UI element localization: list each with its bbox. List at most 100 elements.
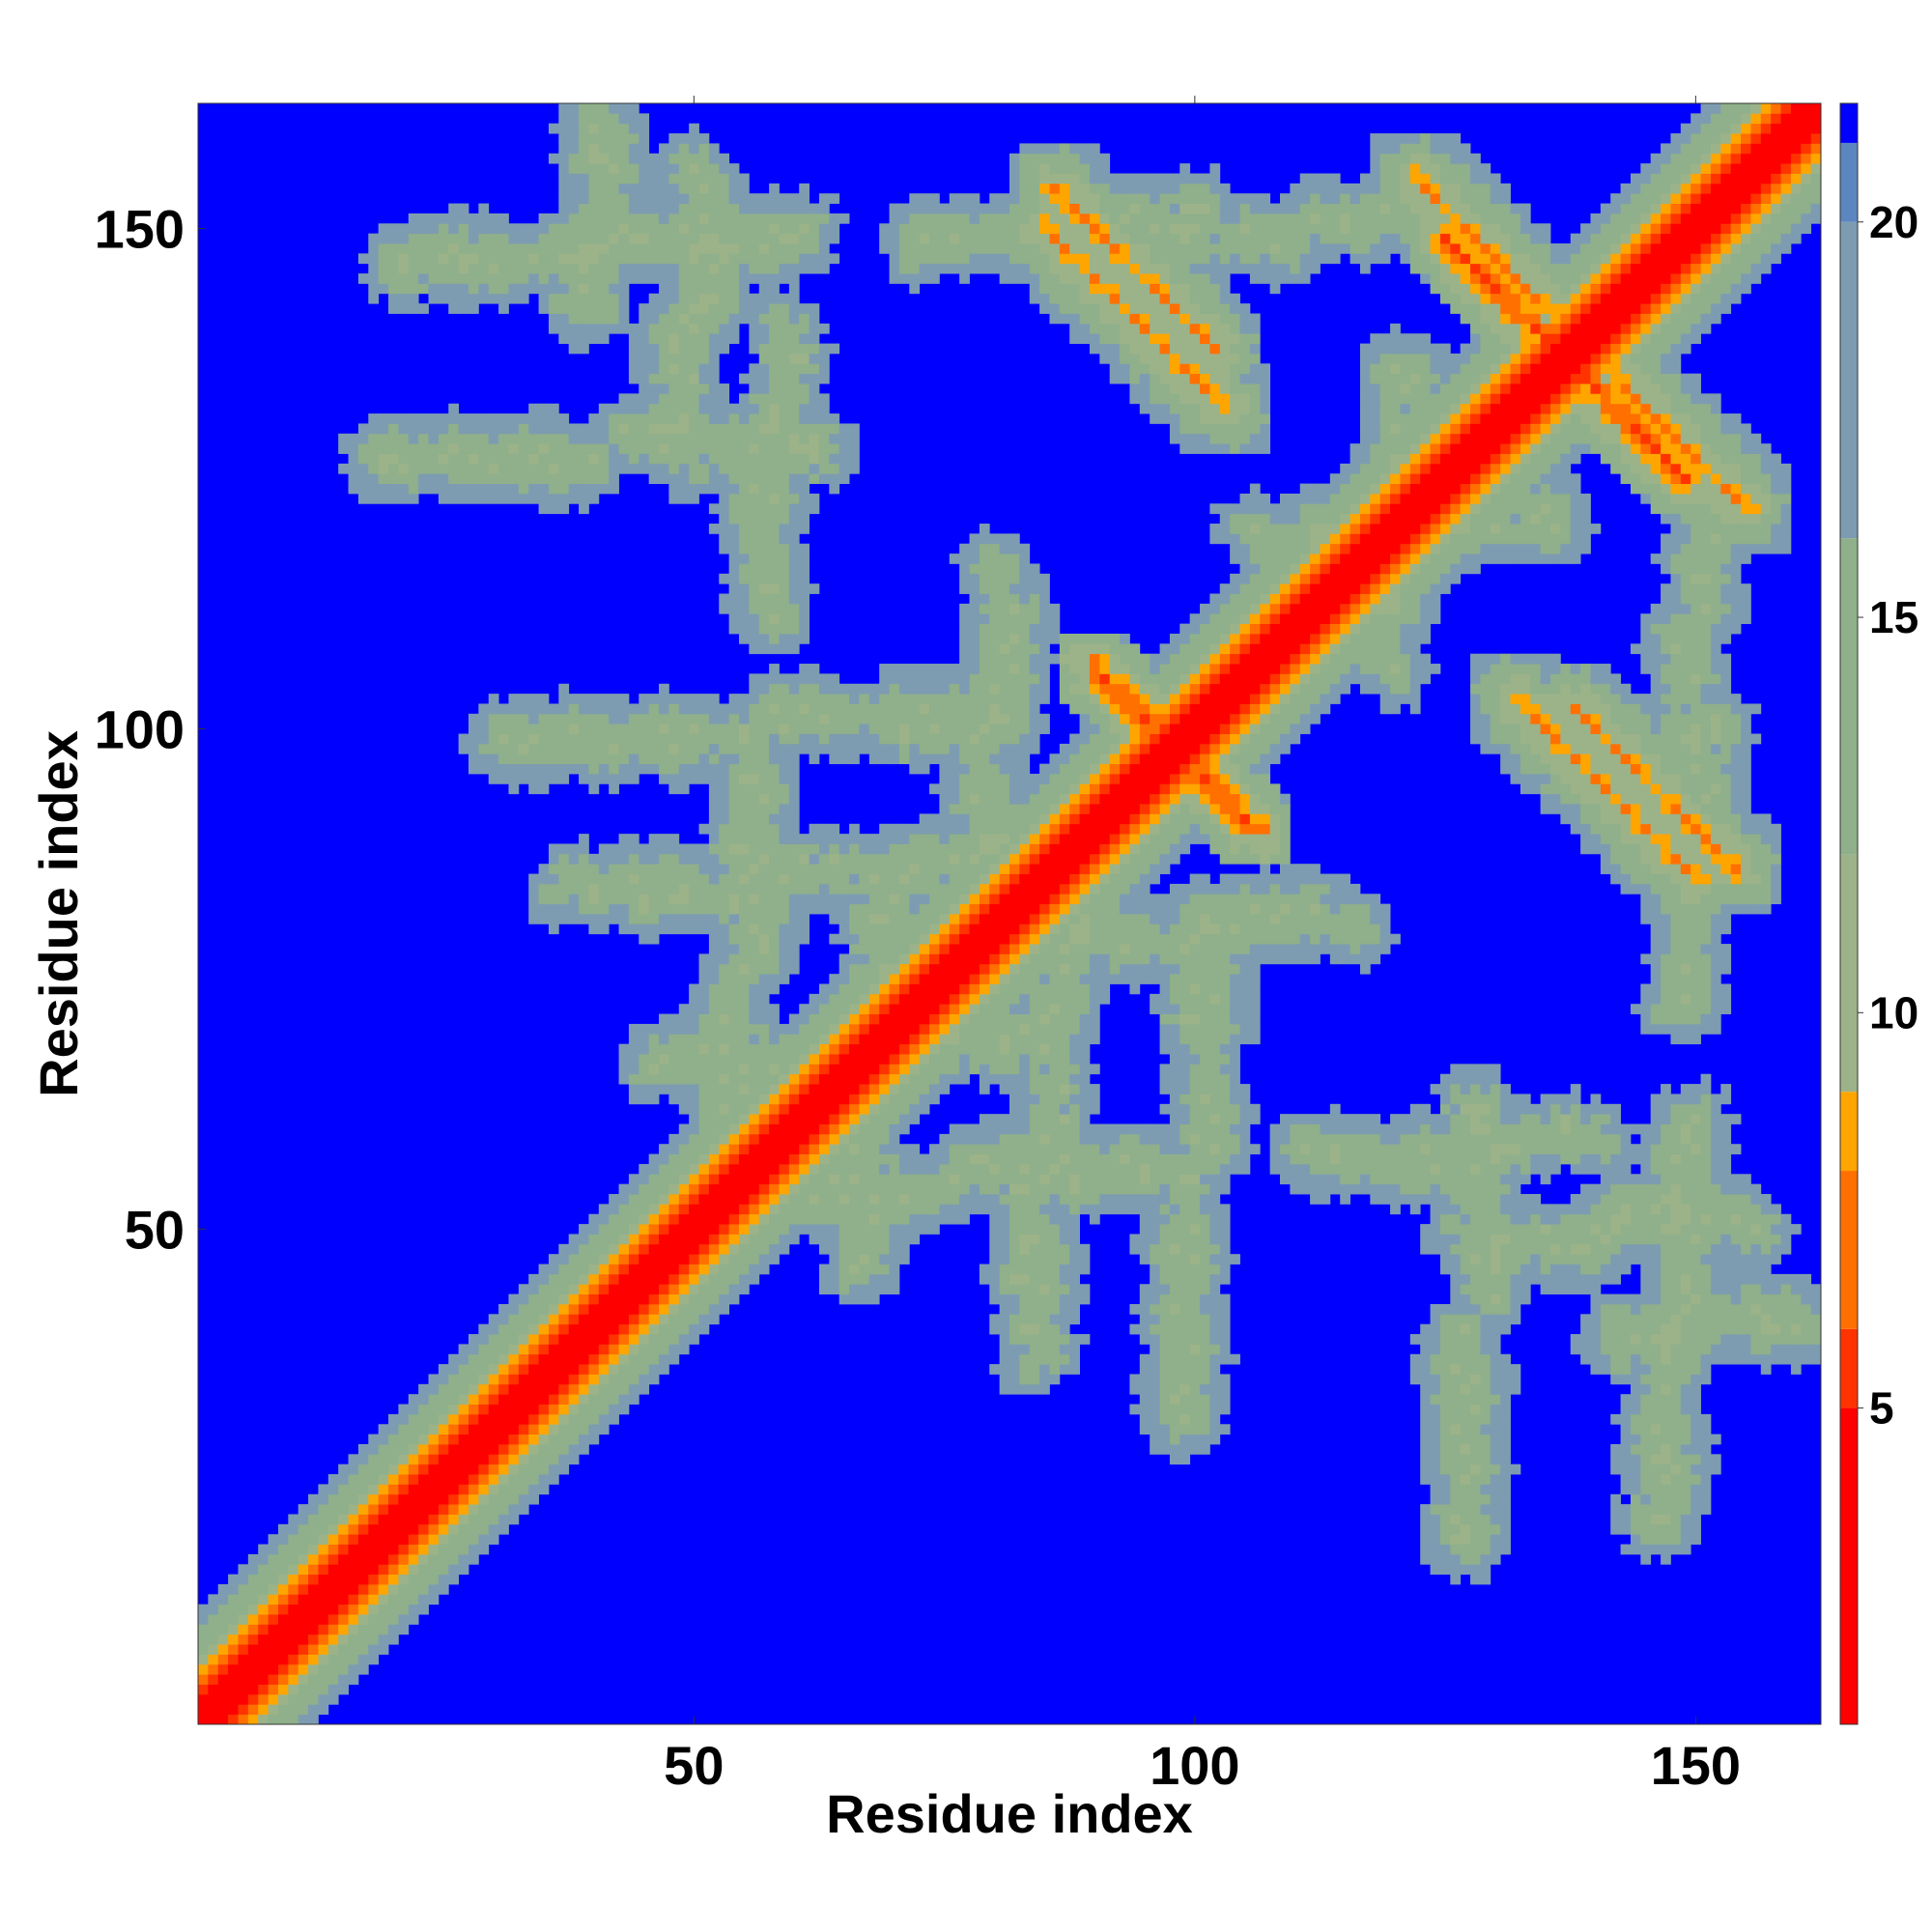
heatmap-cell [1009, 643, 1020, 655]
heatmap-cell [1019, 603, 1031, 614]
heatmap-cell [728, 1043, 740, 1055]
heatmap-cell [1009, 1064, 1020, 1075]
heatmap-cell [318, 1523, 329, 1535]
heatmap-cell [659, 1034, 669, 1045]
heatmap-cell [478, 1413, 490, 1425]
heatmap-cell [949, 813, 960, 825]
heatmap-cell [989, 763, 1001, 775]
heatmap-cell [678, 1323, 690, 1335]
heatmap-cell [458, 213, 469, 224]
heatmap-cell [799, 413, 810, 424]
heatmap-cell [568, 1413, 580, 1425]
heatmap-cell [648, 213, 660, 224]
heatmap-cell [909, 1103, 921, 1115]
heatmap-cell [829, 914, 840, 924]
heatmap-cell [668, 253, 680, 265]
heatmap-cell [668, 1204, 680, 1215]
heatmap-cell [609, 193, 619, 204]
heatmap-cell [1009, 1073, 1020, 1085]
heatmap-cell [648, 163, 660, 174]
heatmap-cell [779, 1064, 790, 1075]
heatmap-cell [208, 1704, 219, 1716]
heatmap-cell [739, 293, 750, 304]
heatmap-cell [1009, 1303, 1020, 1315]
heatmap-cell [1009, 573, 1020, 584]
heatmap-cell [779, 473, 790, 485]
heatmap-cell [648, 293, 660, 304]
heatmap-cell [478, 1404, 490, 1415]
heatmap-cell [818, 233, 830, 244]
heatmap-cell [879, 903, 890, 915]
heatmap-cell [868, 1243, 880, 1255]
heatmap-cell [1019, 203, 1031, 214]
heatmap-cell [769, 933, 780, 945]
heatmap-cell [1019, 713, 1031, 724]
heatmap-cell [648, 153, 660, 164]
heatmap-cell [668, 433, 680, 444]
heatmap-cell [868, 703, 880, 715]
heatmap-cell [728, 1224, 740, 1235]
heatmap-cell [1019, 153, 1031, 164]
heatmap-cell [318, 1624, 329, 1635]
heatmap-cell [868, 1174, 880, 1185]
heatmap-cell [979, 683, 990, 695]
heatmap-cell [949, 944, 960, 954]
heatmap-cell [368, 1604, 380, 1615]
heatmap-cell [498, 1314, 509, 1325]
heatmap-cell [979, 524, 990, 534]
heatmap-cell [327, 1504, 339, 1515]
heatmap-cell [979, 713, 990, 724]
heatmap-cell [588, 1303, 600, 1315]
heatmap-cell [779, 503, 790, 515]
heatmap-cell [448, 1544, 460, 1555]
heatmap-cell [889, 1273, 900, 1285]
heatmap-cell [758, 613, 770, 625]
heatmap-cell [198, 1614, 209, 1625]
heatmap-cell [1019, 673, 1031, 685]
heatmap-cell [779, 403, 790, 414]
heatmap-cell [999, 543, 1010, 554]
heatmap-cell [639, 864, 650, 874]
heatmap-cell [889, 233, 900, 244]
heatmap-cell [588, 283, 600, 295]
heatmap-cell [779, 963, 790, 975]
heatmap-cell [919, 813, 930, 825]
heatmap-cell [498, 1334, 509, 1345]
heatmap-cell [689, 1314, 699, 1325]
heatmap-cell [719, 1004, 730, 1014]
heatmap-cell [428, 1443, 440, 1455]
heatmap-cell [849, 753, 860, 765]
heatmap-cell [949, 213, 960, 224]
heatmap-cell [909, 1064, 921, 1075]
heatmap-cell [739, 944, 750, 954]
heatmap-cell [719, 1103, 730, 1115]
heatmap-cell [788, 963, 800, 975]
heatmap-cell [719, 243, 730, 254]
heatmap-cell [357, 1624, 369, 1635]
heatmap-cell [949, 894, 960, 905]
heatmap-cell [308, 1514, 319, 1525]
heatmap-cell [368, 1474, 380, 1485]
heatmap-cell [909, 1084, 921, 1094]
heatmap-cell [769, 343, 780, 355]
heatmap-cell [408, 1484, 419, 1495]
heatmap-cell [779, 1084, 790, 1094]
heatmap-cell [868, 1213, 880, 1225]
heatmap-cell [889, 1094, 900, 1105]
heatmap-cell [739, 1273, 750, 1285]
heatmap-cell [838, 894, 850, 905]
heatmap-cell [579, 894, 589, 905]
heatmap-cell [818, 433, 830, 444]
heatmap-cell [959, 944, 970, 954]
heatmap-cell [959, 843, 970, 855]
heatmap-cell [728, 303, 740, 314]
heatmap-cell [428, 1544, 440, 1555]
heatmap-cell [959, 1163, 970, 1175]
heatmap-cell [469, 1394, 479, 1405]
heatmap-cell [618, 273, 630, 284]
heatmap-cell [769, 683, 780, 695]
heatmap-cell [929, 1183, 940, 1195]
heatmap-cell [909, 1224, 921, 1235]
heatmap-cell [1009, 653, 1020, 665]
heatmap-cell [558, 773, 570, 784]
